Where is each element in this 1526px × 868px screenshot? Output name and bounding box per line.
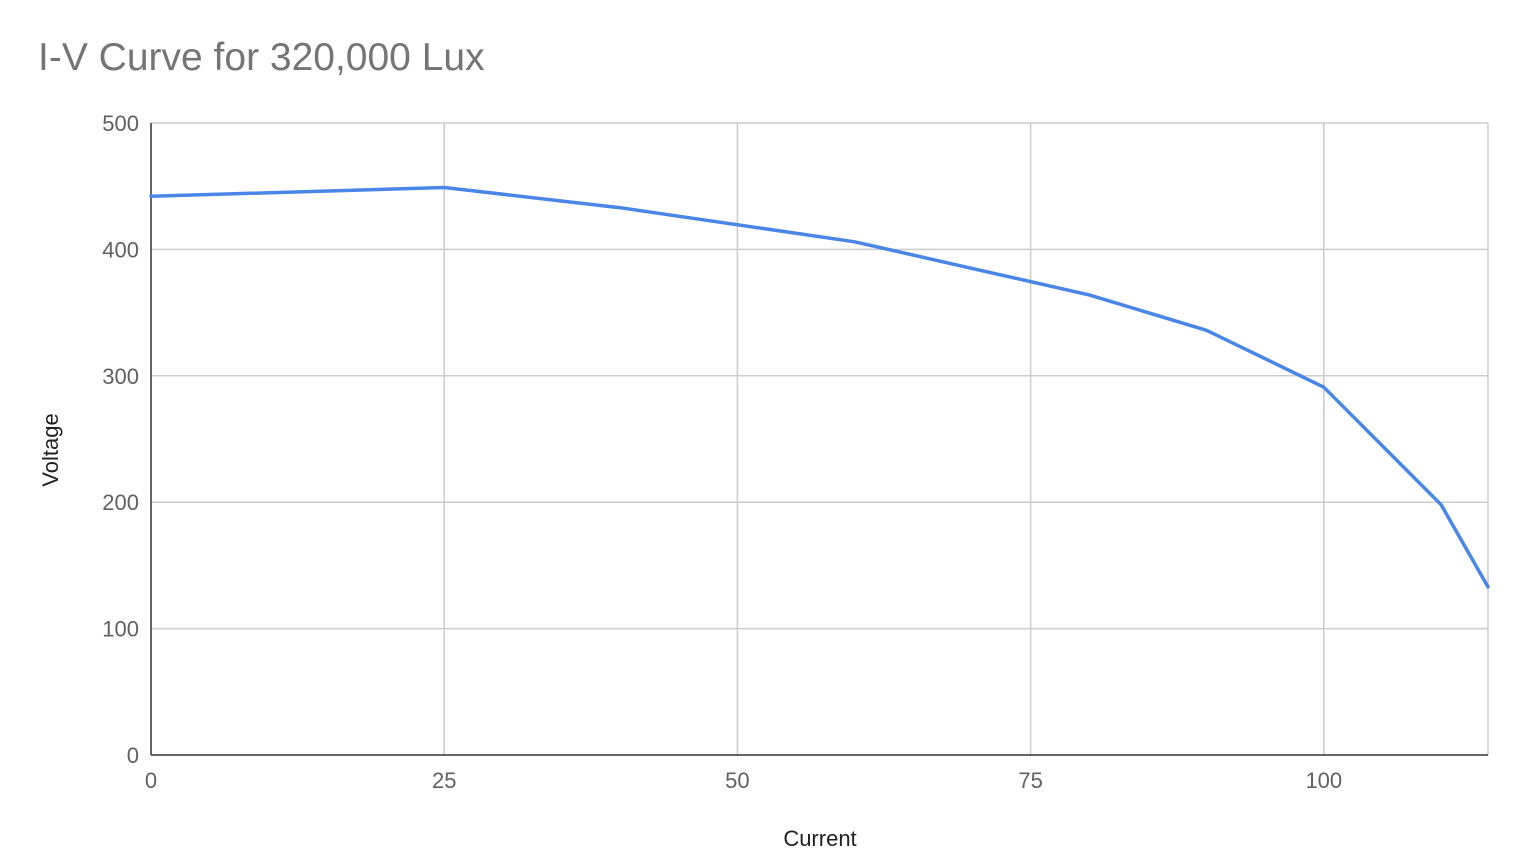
x-tick-label: 75 <box>1018 768 1042 793</box>
y-tick-label: 200 <box>102 490 139 515</box>
x-tick-label: 50 <box>725 768 749 793</box>
y-tick-label: 400 <box>102 237 139 262</box>
grid <box>151 122 1489 755</box>
chart-title: I-V Curve for 320,000 Lux <box>38 36 485 79</box>
tick-labels: 0 100 200 300 400 500 0 25 50 75 100 <box>102 111 1342 793</box>
x-tick-label: 100 <box>1305 768 1342 793</box>
x-axis-title: Current <box>783 826 856 851</box>
y-tick-label: 0 <box>127 743 139 768</box>
series <box>149 185 1490 589</box>
x-tick-label: 25 <box>432 768 456 793</box>
series-line <box>149 185 1490 589</box>
y-tick-label: 300 <box>102 364 139 389</box>
y-tick-label: 500 <box>102 111 139 136</box>
y-axis-title: Voltage <box>38 413 63 486</box>
y-tick-label: 100 <box>102 617 139 642</box>
axes <box>150 123 1488 756</box>
x-tick-label: 0 <box>145 768 157 793</box>
